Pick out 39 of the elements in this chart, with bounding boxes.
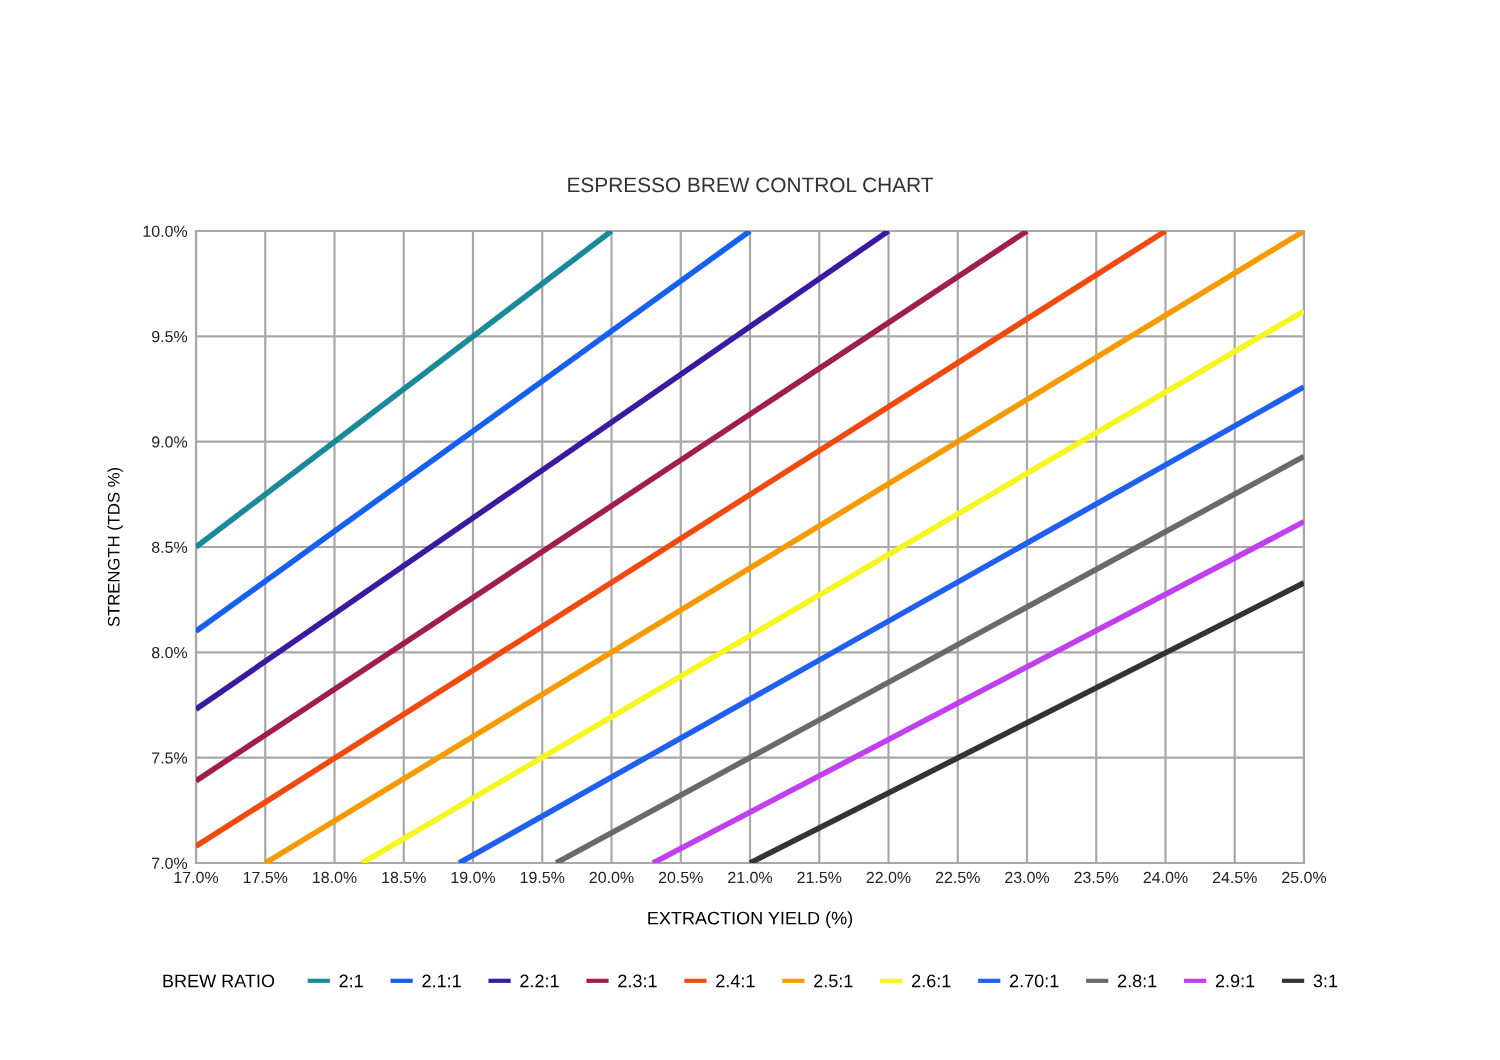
legend-title: BREW RATIO xyxy=(163,974,275,988)
y-tick-label: 8.0% xyxy=(151,646,188,659)
legend-label: 2.3:1 xyxy=(618,974,657,988)
x-tick-label: 21.5% xyxy=(797,871,842,884)
x-tick-label: 19.5% xyxy=(520,871,565,884)
x-tick-label: 21.0% xyxy=(728,871,773,884)
legend-label: 3:1 xyxy=(1313,974,1338,988)
y-axis-title: STRENGTH (TDS %) xyxy=(107,467,123,627)
x-tick-label: 20.0% xyxy=(589,871,634,884)
x-tick-label: 22.0% xyxy=(866,871,911,884)
x-tick-label: 23.5% xyxy=(1074,871,1119,884)
y-tick-label: 7.0% xyxy=(152,857,188,869)
x-tick-label: 25.0% xyxy=(1282,871,1327,884)
chart-title: ESPRESSO BREW CONTROL CHART xyxy=(568,177,933,193)
y-tick-label: 10.0% xyxy=(143,225,188,237)
legend-label: 2.1:1 xyxy=(422,974,461,988)
legend-label: 2.6:1 xyxy=(912,974,951,988)
legend-label: 2.5:1 xyxy=(814,974,853,988)
legend-label: 2.8:1 xyxy=(1117,974,1157,988)
x-tick-label: 24.0% xyxy=(1143,871,1188,884)
y-tick-label: 9.0% xyxy=(152,436,188,448)
x-tick-label: 18.5% xyxy=(382,871,426,884)
x-tick-label: 17.0% xyxy=(174,871,219,884)
x-tick-label: 18.0% xyxy=(313,871,357,884)
legend-label: 2.70:1 xyxy=(1009,974,1059,988)
x-tick-label: 24.5% xyxy=(1212,871,1257,884)
x-tick-label: 22.5% xyxy=(935,871,980,884)
x-tick-label: 20.5% xyxy=(658,871,703,884)
legend-label: 2.4:1 xyxy=(716,974,755,988)
legend-label: 2.2:1 xyxy=(520,974,559,988)
x-tick-label: 17.5% xyxy=(243,871,288,884)
x-tick-label: 23.0% xyxy=(1005,871,1050,884)
y-tick-label: 9.5% xyxy=(152,330,188,343)
legend-label: 2:1 xyxy=(339,974,363,988)
x-axis-title: EXTRACTION YIELD (%) xyxy=(648,911,853,929)
y-tick-label: 8.5% xyxy=(151,541,188,553)
legend-label: 2.9:1 xyxy=(1215,974,1255,988)
x-tick-label: 19.0% xyxy=(451,871,496,884)
y-tick-label: 7.5% xyxy=(152,752,188,764)
